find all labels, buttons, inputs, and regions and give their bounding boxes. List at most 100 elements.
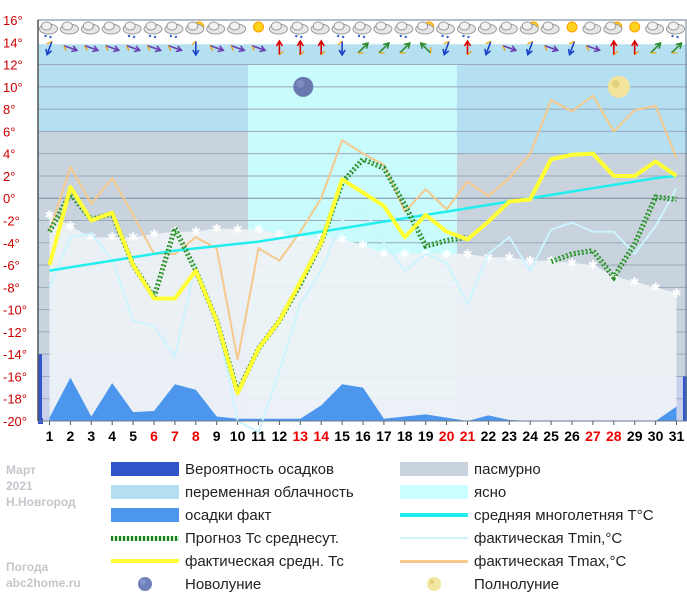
full-moon-crater xyxy=(611,79,620,88)
wind-shaft xyxy=(420,43,432,54)
wind-head xyxy=(419,41,427,49)
wind-tail xyxy=(443,40,450,45)
x-tick-label: 12 xyxy=(272,428,288,444)
wind-head xyxy=(567,48,575,57)
snow-dot xyxy=(148,34,152,38)
snowflake-icon: ✱ xyxy=(191,225,201,239)
legend-swatch xyxy=(111,535,179,541)
cloud-puff xyxy=(103,21,115,31)
y-tick-label: 10° xyxy=(3,80,23,95)
x-tick-label: 27 xyxy=(585,428,601,444)
snowflake-icon: ✱ xyxy=(274,227,284,241)
moon-phases xyxy=(293,75,630,98)
wind-arrow-icon xyxy=(650,41,662,54)
wind-shaft xyxy=(650,43,661,54)
wind-arrow-icon xyxy=(105,44,121,53)
snowflake-icon: ✱ xyxy=(128,230,138,244)
wind-tail xyxy=(485,40,492,45)
x-tick-label: 18 xyxy=(397,428,413,444)
wind-head xyxy=(675,41,683,49)
x-tick-label: 15 xyxy=(334,428,350,444)
cloud-icon xyxy=(645,21,665,35)
x-tick-label: 11 xyxy=(251,428,266,444)
norm-line xyxy=(49,174,677,272)
cloud-icon xyxy=(477,21,497,35)
snowflake-icon: ✱ xyxy=(379,247,389,261)
snow-dot xyxy=(467,35,470,39)
legend-label: фактическая Tmin,°C xyxy=(474,529,623,547)
wind-shaft xyxy=(126,44,140,51)
legend-precip-fact: осадки факт xyxy=(111,505,271,525)
wind-tail xyxy=(613,50,619,56)
new-moon-disc xyxy=(293,76,314,97)
legend-overcast: пасмурно xyxy=(400,459,541,479)
y-tick-label: -18° xyxy=(3,392,27,407)
legend-precip-prob: Вероятность осадков xyxy=(111,459,334,479)
wind-head xyxy=(593,45,601,53)
wind-tail xyxy=(337,40,343,46)
legend-swatch xyxy=(400,462,468,476)
snow-dot xyxy=(127,34,131,38)
y-tick-label: 4° xyxy=(3,147,15,162)
cloud-snow-icon xyxy=(143,21,163,39)
x-tick-label: 8 xyxy=(192,428,200,444)
x-tick-label: 30 xyxy=(648,428,664,444)
cloud-puff xyxy=(647,21,659,31)
wind-shaft xyxy=(209,44,223,51)
partly-sunny-icon xyxy=(415,21,435,35)
legend-label: осадки факт xyxy=(185,506,272,524)
wind-shaft xyxy=(399,43,410,54)
cloud-puff xyxy=(270,21,282,31)
y-tick-label: -2° xyxy=(3,214,20,229)
wind-tail xyxy=(230,45,234,51)
cloud-puff xyxy=(291,21,303,31)
wind-head xyxy=(133,45,142,53)
wind-shaft xyxy=(443,41,450,54)
full-moon-icon xyxy=(427,577,441,591)
wind-tail xyxy=(378,52,385,54)
wind-tail xyxy=(569,40,575,45)
cloud-puff xyxy=(124,21,136,31)
snowflake-icon: ✱ xyxy=(588,258,598,272)
cloud-puff xyxy=(354,21,366,31)
wind-arrow-icon xyxy=(502,44,518,53)
wind-shaft xyxy=(586,44,599,51)
y-tick-label: -12° xyxy=(3,325,27,340)
x-tick-label: 14 xyxy=(313,428,329,444)
cloud-snow-icon xyxy=(352,21,372,39)
wind-tail xyxy=(320,50,326,56)
cloud-icon xyxy=(59,21,79,35)
x-tick-label: 19 xyxy=(418,428,434,444)
snow-dot xyxy=(336,34,340,38)
cloud-snow-icon xyxy=(666,21,685,39)
legend-label: переменная облачность xyxy=(185,483,354,501)
x-tick-label: 26 xyxy=(564,428,580,444)
y-tick-label: 16° xyxy=(3,13,23,28)
sun-disc xyxy=(253,21,264,33)
snowflake-icon: ✱ xyxy=(212,221,222,235)
snow-dot xyxy=(441,34,444,38)
sun-icon xyxy=(629,21,641,33)
weather-icons-row xyxy=(38,20,687,57)
wind-shaft xyxy=(485,41,492,54)
new-moon-icon xyxy=(138,577,152,591)
wind-arrow-icon xyxy=(317,39,326,56)
partly-sunny-icon xyxy=(519,21,539,35)
x-tick-label: 16 xyxy=(355,428,371,444)
snowflake-icon: ✱ xyxy=(86,230,96,244)
wind-arrow-icon xyxy=(378,41,390,54)
wind-arrow-icon xyxy=(525,40,534,57)
cloud-snow-icon xyxy=(122,21,142,39)
sun-disc xyxy=(629,21,641,33)
wind-head xyxy=(610,39,618,47)
x-tick-label: 1 xyxy=(46,428,54,444)
cloud-puff xyxy=(312,21,324,31)
cloud-puff xyxy=(82,21,94,31)
cloud-icon xyxy=(582,21,602,35)
snow-dot xyxy=(676,35,679,39)
cloud-icon xyxy=(540,21,560,35)
wind-tail xyxy=(585,45,590,51)
cloud-snow-icon xyxy=(457,21,476,39)
wind-arrow-icon xyxy=(567,40,576,57)
legend-variable-cloud: переменная облачность xyxy=(111,482,354,502)
